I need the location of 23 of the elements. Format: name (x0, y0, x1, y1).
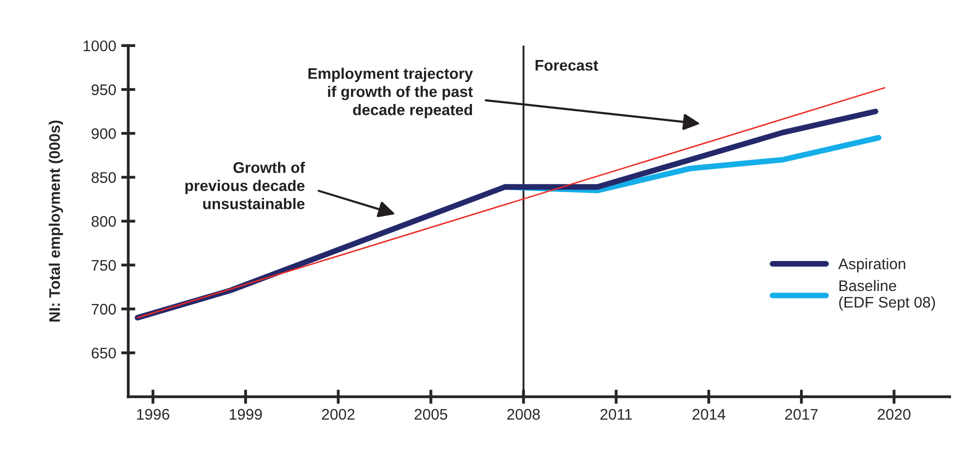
y-axis-title: NI: Total employment (000s) (48, 120, 64, 322)
x-tick-label: 2020 (878, 408, 910, 420)
x-tick-label: 1999 (230, 408, 262, 420)
y-tick-label: 950 (92, 84, 116, 96)
x-tick-label: 2014 (692, 408, 726, 420)
annotation: Employment trajectory if growth of the past decade repeated (308, 68, 473, 118)
annotation: Growth of previous decade unsustainable (185, 162, 306, 210)
ref-line-label: Forecast (536, 60, 598, 71)
y-tick-label: 750 (92, 260, 116, 271)
x-tick-label: 2002 (322, 408, 354, 420)
y-tick-label: 900 (92, 128, 116, 140)
legend-label: Aspiration (838, 258, 906, 272)
x-tick-label: 2011 (600, 408, 632, 420)
x-tick-label: 2005 (414, 408, 448, 420)
x-tick-label: 1996 (137, 408, 170, 420)
y-tick-label: 850 (92, 172, 116, 183)
y-tick-label: 700 (92, 304, 116, 315)
legend-label: Baseline (EDF Sept 08) (839, 280, 935, 311)
y-tick-label: 650 (92, 348, 116, 359)
x-tick-label: 2008 (507, 408, 540, 420)
x-tick-label: 2017 (785, 408, 818, 420)
y-tick-label: 800 (92, 216, 116, 227)
y-tick-label: 1000 (84, 40, 116, 52)
